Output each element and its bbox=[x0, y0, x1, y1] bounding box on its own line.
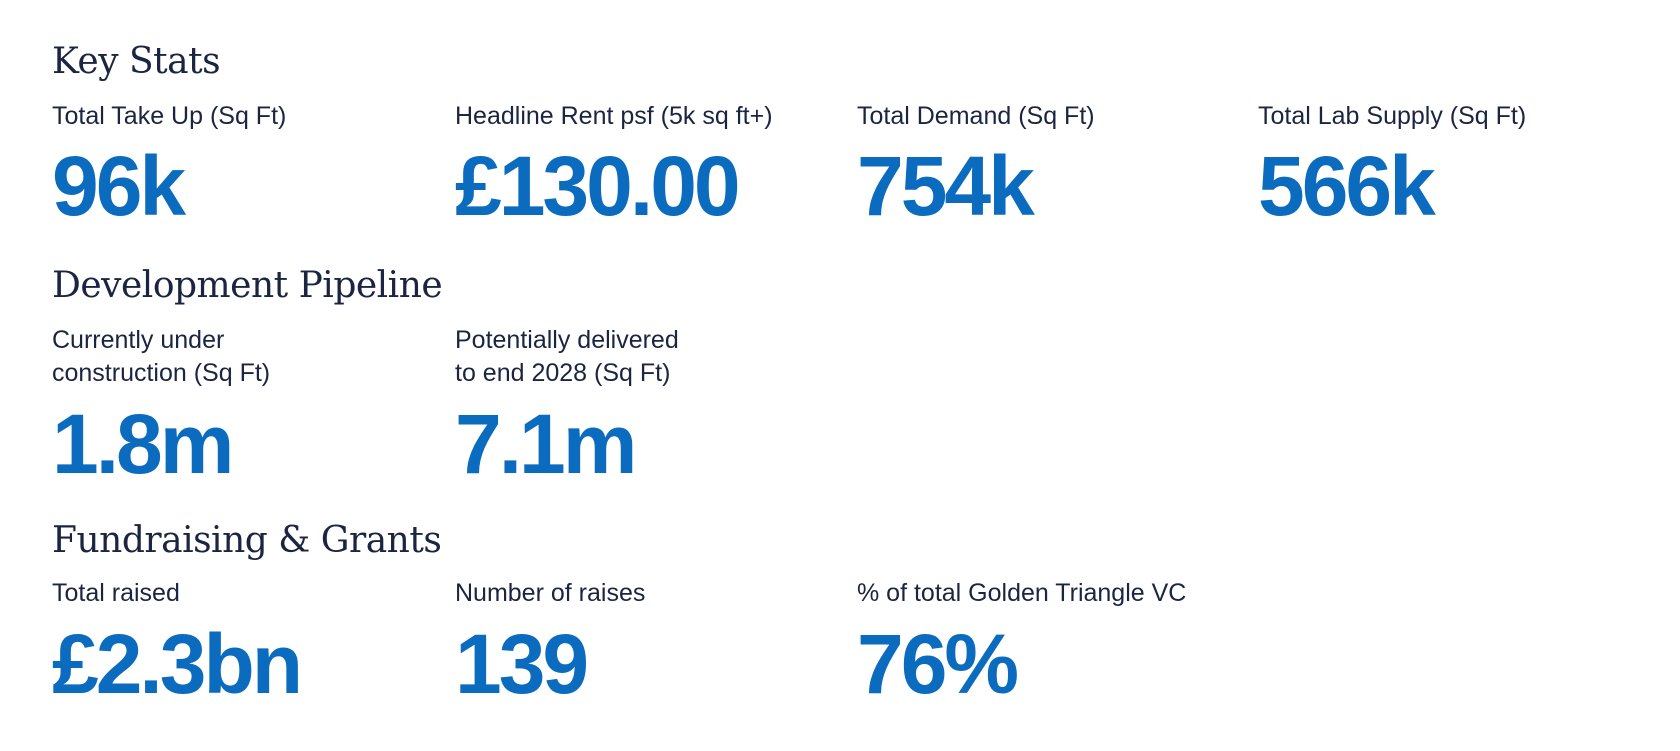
stat-label-number-of-raises: Number of raises bbox=[455, 579, 646, 607]
stat-label-potentially-delivered: Potentially delivered to end 2028 (Sq Ft… bbox=[455, 326, 679, 387]
section-title-key-stats: Key Stats bbox=[52, 41, 221, 82]
stat-value-total-raised: £2.3bn bbox=[52, 617, 303, 711]
stat-value-total-demand: 754k bbox=[857, 139, 1035, 233]
stat-label-total-lab-supply: Total Lab Supply (Sq Ft) bbox=[1258, 102, 1527, 130]
stat-value-number-of-raises: 139 bbox=[455, 617, 589, 711]
stat-value-under-construction: 1.8m bbox=[52, 397, 234, 491]
stat-label-total-raised: Total raised bbox=[52, 579, 180, 607]
stat-value-total-lab-supply: 566k bbox=[1258, 139, 1436, 233]
section-title-fundraising-grants: Fundraising & Grants bbox=[52, 520, 442, 561]
stat-label-under-construction: Currently under construction (Sq Ft) bbox=[52, 326, 271, 387]
section-title-development-pipeline: Development Pipeline bbox=[52, 265, 443, 306]
stat-value-golden-triangle-vc-share: 76% bbox=[857, 617, 1019, 711]
stat-label-total-take-up: Total Take Up (Sq Ft) bbox=[52, 102, 287, 130]
stat-value-headline-rent: £130.00 bbox=[455, 139, 741, 233]
stat-label-total-demand: Total Demand (Sq Ft) bbox=[857, 102, 1095, 130]
stat-value-potentially-delivered: 7.1m bbox=[455, 397, 637, 491]
stat-label-golden-triangle-vc-share: % of total Golden Triangle VC bbox=[857, 579, 1187, 607]
stat-label-headline-rent: Headline Rent psf (5k sq ft+) bbox=[455, 102, 773, 130]
stat-value-total-take-up: 96k bbox=[52, 139, 186, 233]
